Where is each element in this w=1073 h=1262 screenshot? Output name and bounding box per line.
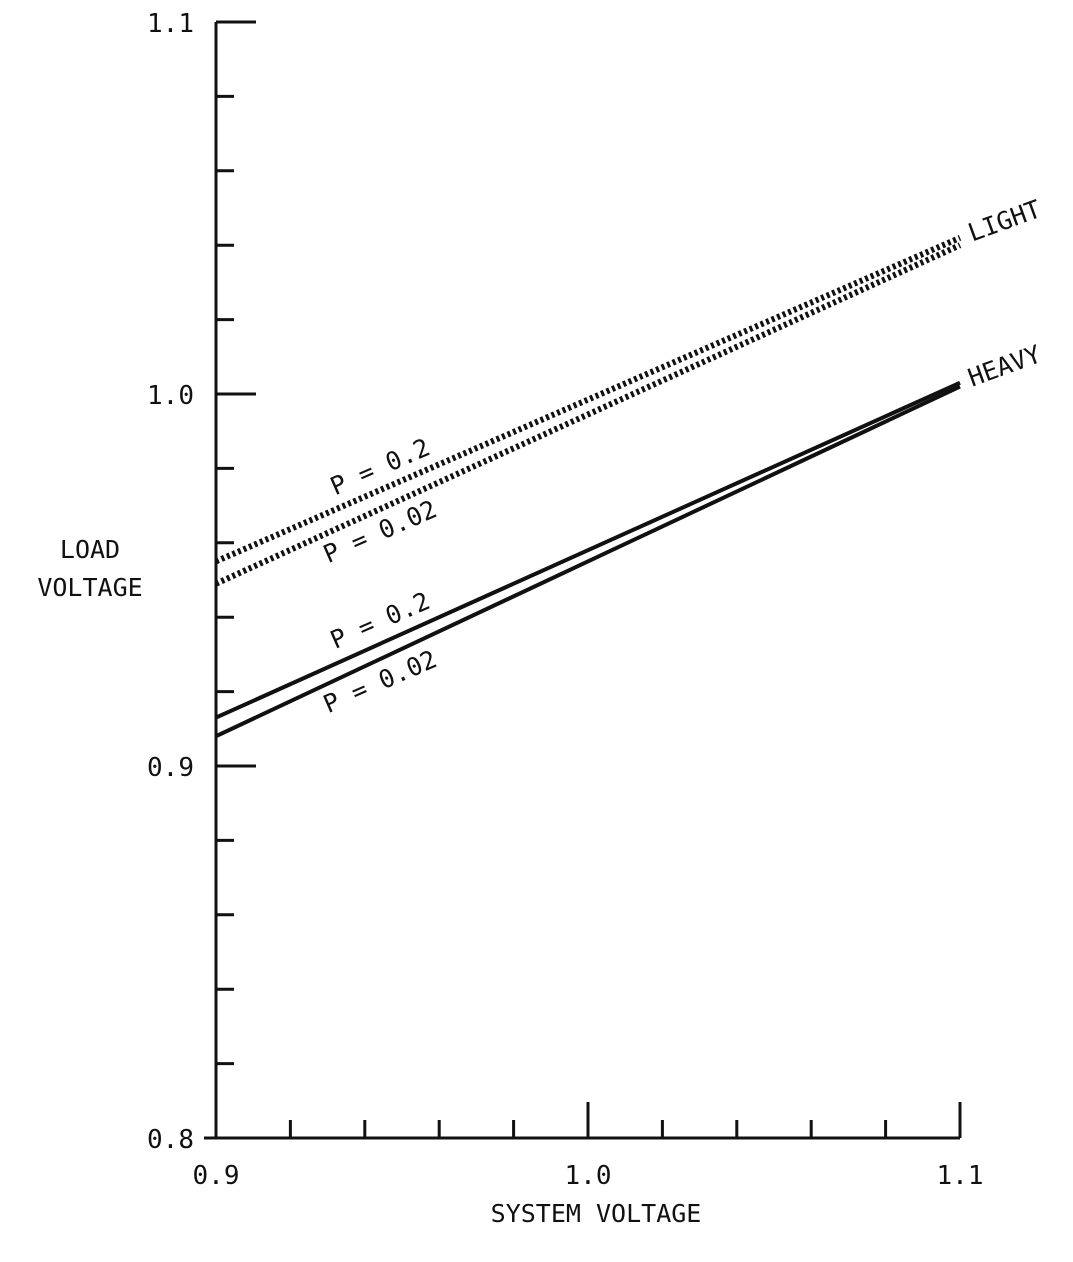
group-label: HEAVY xyxy=(964,339,1045,392)
x-tick-label: 1.0 xyxy=(565,1161,612,1191)
y-ticks: 0.8 0.9 1.0 1.1 xyxy=(147,9,256,1155)
y-tick-label: 1.0 xyxy=(147,381,194,411)
series-label: P = 0.02 xyxy=(319,644,441,719)
y-tick-label: 0.8 xyxy=(147,1125,194,1155)
series-group xyxy=(214,235,962,739)
y-axis-title-line-2: VOLTAGE xyxy=(37,573,142,602)
group-label: LIGHT xyxy=(964,194,1045,247)
y-axis-title-line-1: LOAD xyxy=(60,535,120,564)
x-tick-label: 0.9 xyxy=(193,1161,240,1191)
series-line xyxy=(215,380,961,720)
group-labels: LIGHT HEAVY xyxy=(964,194,1045,392)
plot-area: 0.8 0.9 1.0 1.1 0.9 1.0 1.1 P = 0.2P = 0.02P … xyxy=(147,9,1045,1191)
series-line xyxy=(215,384,961,739)
series-line xyxy=(214,235,962,565)
x-tick-label: 1.1 xyxy=(937,1161,984,1191)
x-axis-title: SYSTEM VOLTAGE xyxy=(491,1199,702,1228)
curve-labels: P = 0.2P = 0.02P = 0.2P = 0.02 xyxy=(319,432,441,719)
y-tick-label: 1.1 xyxy=(147,9,194,39)
series-line xyxy=(214,242,962,587)
x-ticks: 0.9 1.0 1.1 xyxy=(193,1102,984,1191)
y-tick-label: 0.9 xyxy=(147,753,194,783)
